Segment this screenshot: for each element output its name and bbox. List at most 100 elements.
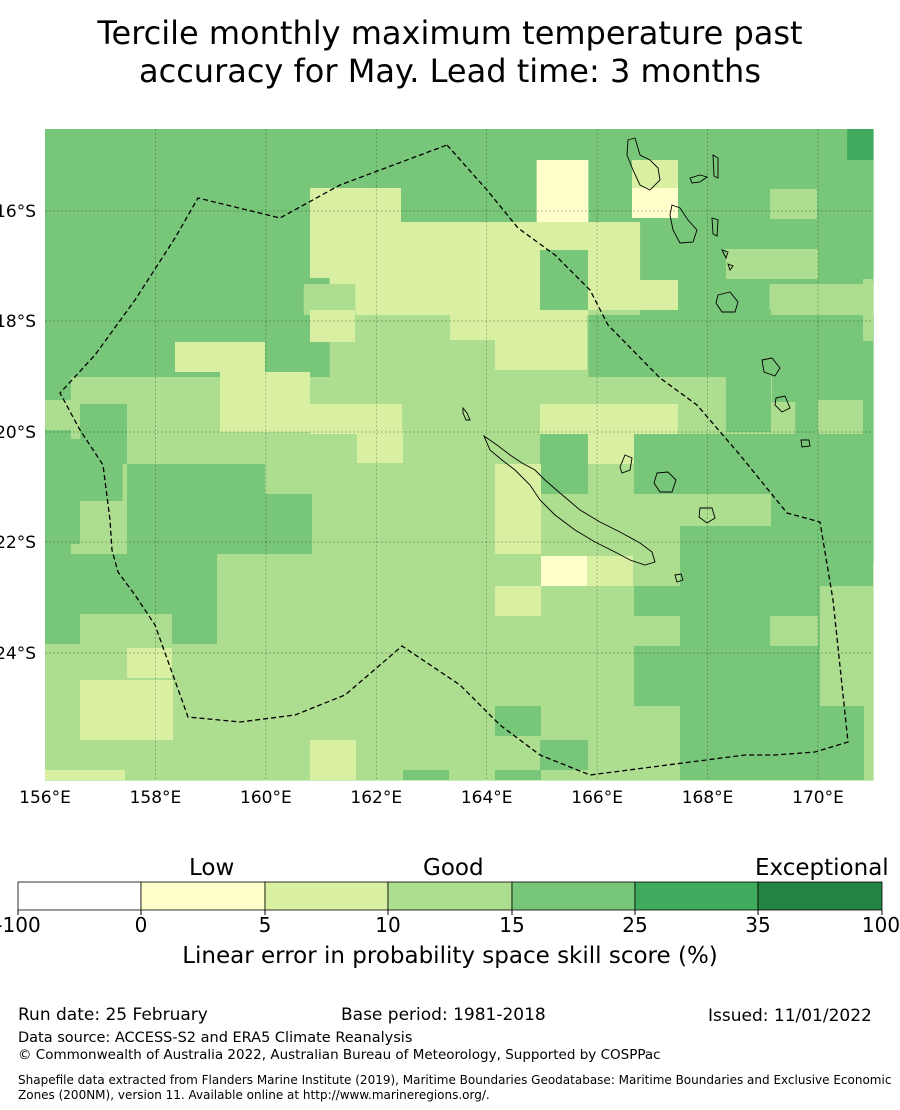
skill-cell (381, 532, 408, 564)
longitude-label: 168°E (682, 788, 734, 808)
skill-cell (127, 464, 265, 494)
skill-cell (200, 284, 227, 316)
skill-cell (632, 188, 678, 218)
skill-cell (510, 625, 538, 657)
skill-cell (536, 377, 564, 409)
skill-cell (148, 749, 175, 781)
epi-islets (721, 249, 734, 271)
skill-cell (148, 315, 175, 347)
skill-cell (433, 129, 460, 161)
skill-cell (220, 372, 310, 432)
skill-cell (433, 346, 460, 378)
skill-cell (821, 191, 848, 223)
skill-cell (614, 253, 641, 285)
coastlines (462, 137, 811, 583)
skill-cell (252, 625, 279, 657)
skill-cell (355, 253, 382, 285)
skill-cell (847, 439, 874, 471)
skill-cell (588, 222, 615, 254)
skill-cell (640, 346, 667, 378)
skill-cell (407, 191, 434, 223)
skill-cell (562, 377, 589, 409)
skill-cell (726, 372, 771, 432)
skill-cell (588, 377, 615, 409)
skill-cell (355, 315, 382, 347)
skill-cell (252, 656, 279, 688)
skill-cell (666, 377, 693, 409)
skill-cell (355, 129, 382, 161)
skill-cell (355, 346, 382, 378)
latitude-label: 18°S (0, 312, 36, 332)
base-period: Base period: 1981-2018 (341, 1005, 546, 1025)
skill-cell (433, 191, 460, 223)
skill-cell (80, 680, 173, 740)
colorbar-tick: 10 (375, 913, 401, 937)
skill-cell (407, 222, 434, 254)
skill-cell (536, 656, 564, 688)
skill-cell (329, 160, 357, 192)
new-caledonia-island (482, 434, 656, 566)
skill-cell (407, 718, 434, 750)
skill-cell (252, 749, 279, 781)
skill-cell (303, 594, 331, 626)
skill-cell (96, 315, 124, 347)
skill-cell (148, 377, 175, 409)
copyright: © Commonwealth of Australia 2022, Austra… (18, 1047, 661, 1063)
skill-cell (174, 749, 201, 781)
skill-cell (433, 439, 460, 471)
skill-cell (174, 284, 201, 316)
skill-cell (821, 284, 848, 316)
skill-cell (45, 279, 80, 339)
skill-cell (821, 222, 848, 254)
skill-cell (252, 315, 279, 347)
skill-cell (355, 718, 382, 750)
skill-cell (863, 640, 873, 706)
skill-cell (174, 315, 201, 347)
skill-cell (329, 532, 357, 564)
skill-cell (252, 191, 279, 223)
skill-cell (614, 222, 641, 254)
skill-cell (96, 470, 124, 502)
latitude-label: 20°S (0, 423, 36, 443)
skill-cell (45, 346, 72, 378)
skill-cell (562, 501, 589, 533)
skill-cell (407, 408, 434, 440)
skill-cell (277, 687, 305, 719)
skill-cell (226, 315, 253, 347)
skill-cell (769, 160, 796, 192)
skill-cell (45, 614, 80, 644)
skill-cell (174, 377, 201, 409)
skill-cell (433, 656, 460, 688)
skill-cell (45, 656, 72, 688)
skill-cell (45, 400, 80, 430)
colorbar-tick: 15 (499, 913, 525, 937)
skill-cell (80, 404, 127, 464)
skill-cell (355, 687, 382, 719)
skill-cell (666, 315, 693, 347)
skill-cell (174, 408, 201, 440)
skill-cell (329, 501, 357, 533)
skill-cell (433, 408, 460, 440)
skill-cell (769, 222, 796, 254)
skill-cell (541, 556, 587, 586)
skill-cell (433, 470, 460, 502)
skill-cell (510, 191, 538, 223)
skill-cell (459, 160, 486, 192)
skill-cell (540, 250, 588, 310)
skill-cell (459, 470, 486, 502)
skill-cell (200, 315, 227, 347)
skill-cell (510, 656, 538, 688)
skill-cell (562, 222, 589, 254)
skill-cell (459, 191, 486, 223)
skill-cell (70, 346, 98, 378)
skill-cell (433, 160, 460, 192)
skill-cell (45, 718, 72, 750)
skill-cell (726, 310, 771, 340)
skill-cell (717, 191, 745, 223)
skill-cell (717, 129, 745, 161)
skill-cell (355, 470, 382, 502)
skill-cell (355, 284, 382, 316)
skill-cell (277, 284, 305, 316)
maewo-pentecost (711, 154, 719, 237)
skill-cell (433, 222, 460, 254)
